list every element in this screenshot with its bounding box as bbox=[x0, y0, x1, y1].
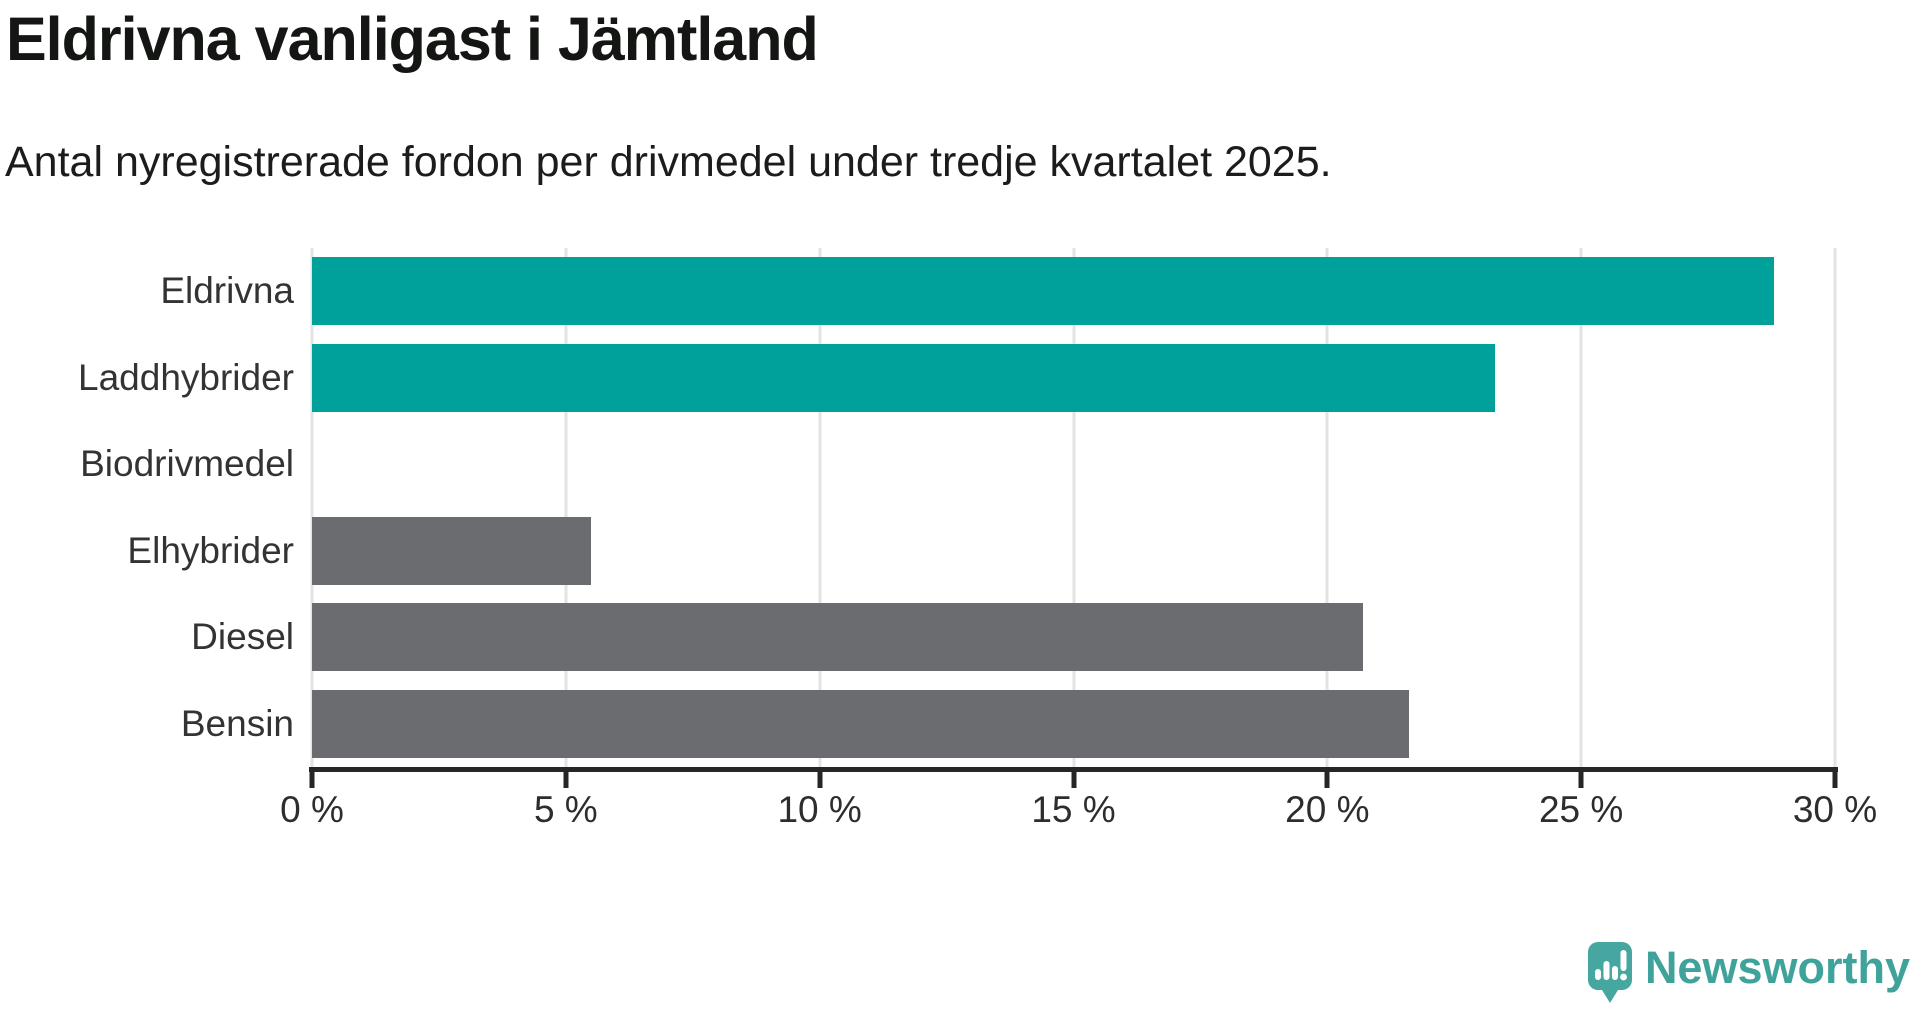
chart-title: Eldrivna vanligast i Jämtland bbox=[6, 5, 819, 73]
x-axis-line bbox=[309, 767, 1838, 772]
category-label: Eldrivna bbox=[160, 270, 294, 312]
bar-row: Diesel bbox=[191, 594, 1835, 681]
x-axis-tick-label: 10 % bbox=[777, 789, 862, 830]
x-axis-tick-label: 0 % bbox=[280, 789, 344, 830]
gridline bbox=[1072, 248, 1075, 767]
bar-row: Eldrivna bbox=[160, 248, 1835, 335]
bar-row: Elhybrider bbox=[127, 508, 1835, 595]
newsworthy-logo-icon bbox=[1587, 942, 1632, 1003]
chart-subtitle: Antal nyregistrerade fordon per drivmede… bbox=[5, 138, 1332, 186]
x-axis-tick-label: 25 % bbox=[1538, 789, 1624, 830]
category-label: Diesel bbox=[191, 616, 294, 658]
gridline bbox=[1325, 248, 1329, 767]
bar bbox=[312, 343, 1495, 412]
category-label: Bensin bbox=[180, 702, 294, 744]
bar bbox=[312, 689, 1409, 758]
bar bbox=[312, 257, 1775, 326]
x-axis-tick-label: 5 % bbox=[533, 789, 598, 830]
x-axis-tick-label: 20 % bbox=[1285, 789, 1370, 830]
newsworthy-logo: Newsworthy bbox=[1587, 942, 1910, 1004]
gridline bbox=[1833, 248, 1837, 767]
bar-row: Biodrivmedel bbox=[80, 421, 1835, 508]
bar-row: Laddhybrider bbox=[78, 335, 1835, 422]
category-label: Biodrivmedel bbox=[80, 443, 294, 485]
category-label: Laddhybrider bbox=[78, 356, 294, 398]
gridline bbox=[818, 248, 822, 767]
x-axis-tick-label: 30 % bbox=[1792, 789, 1878, 830]
x-axis-tick-label: 15 % bbox=[1031, 789, 1116, 830]
plot-area: Eldrivna Laddhybrider Biodrivmedel Elhybrid… bbox=[78, 248, 1837, 768]
gridline bbox=[564, 248, 568, 767]
gridline bbox=[1579, 248, 1583, 767]
newsworthy-logo-text: Newsworthy bbox=[1644, 942, 1910, 993]
category-label: Elhybrider bbox=[127, 529, 294, 571]
bar bbox=[312, 516, 592, 585]
bar bbox=[312, 603, 1363, 672]
gridline bbox=[310, 248, 314, 767]
bar-row: Bensin bbox=[181, 681, 1835, 768]
